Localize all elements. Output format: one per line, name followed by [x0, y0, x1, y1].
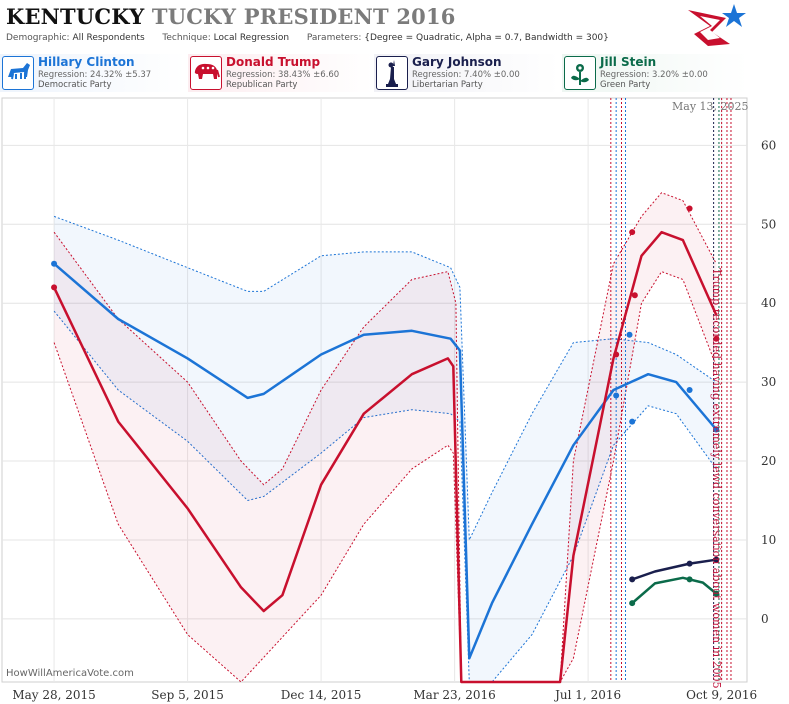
- candidate-regression: Regression: 24.32% ±5.37: [38, 70, 152, 80]
- data-point: [686, 576, 693, 583]
- data-point: [629, 576, 636, 583]
- candidate-party: Republican Party: [226, 80, 298, 90]
- data-point: [629, 418, 636, 425]
- candidate-name: Jill Stein: [600, 55, 657, 69]
- series-line: [631, 576, 718, 605]
- event-lines: [610, 98, 732, 682]
- candidate-party: Democratic Party: [38, 80, 112, 90]
- demographic-value: All Respondents: [72, 33, 145, 43]
- x-tick-label: Dec 14, 2015: [281, 688, 362, 702]
- y-tick-label: 10: [761, 533, 776, 547]
- date-label: May 13, 2025: [672, 100, 749, 113]
- candidate-name: Donald Trump: [226, 55, 321, 69]
- data-point: [626, 331, 633, 338]
- data-point: [686, 560, 693, 567]
- lower-bound-line: [53, 270, 717, 683]
- plot-frame: [1, 97, 748, 683]
- y-tick-label: 20: [761, 454, 776, 468]
- confidence-bands: [53, 192, 717, 683]
- upper-bound-line: [53, 192, 717, 683]
- donkey-icon: [2, 56, 34, 90]
- candidate-name: Gary Johnson: [412, 55, 502, 69]
- event-annotation: Trump recorded having extremely lewd con…: [710, 268, 723, 689]
- parameters-value: {Degree = Quadratic, Alpha = 0.7, Bandwi…: [364, 33, 609, 43]
- site-logo-icon: [688, 4, 746, 46]
- site-credit: HowWillAmericaVote.com: [6, 668, 134, 679]
- series-line: [52, 230, 718, 684]
- chart-title: KENTUCKY TUCKY PRESIDENT 2016: [6, 4, 456, 29]
- title-rest: TUCKY PRESIDENT 2016: [151, 4, 456, 29]
- chart-parameters: Demographic: All Respondents Technique: …: [6, 33, 609, 43]
- technique-value: Local Regression: [213, 33, 290, 43]
- candidate-regression: Regression: 7.40% ±0.00: [412, 70, 520, 80]
- y-tick-label: 30: [761, 375, 776, 389]
- poll-chart: 0 10 20 30 40 50 60 May 28, 2015 Sep 5, 2015 Dec…: [1, 97, 776, 702]
- y-tick-label: 40: [761, 296, 776, 310]
- y-tick-label: 50: [761, 217, 776, 231]
- technique-key: Technique:: [162, 33, 211, 43]
- data-point: [713, 426, 720, 433]
- candidate-regression: Regression: 38.43% ±6.60: [226, 70, 340, 80]
- data-point: [613, 392, 620, 399]
- confidence-band: [54, 192, 717, 682]
- candidate-regression: Regression: 3.20% ±0.00: [600, 70, 708, 80]
- y-axis: 0 10 20 30 40 50 60: [761, 138, 776, 626]
- x-tick-label: Sep 5, 2015: [151, 688, 224, 702]
- candidate-party: Libertarian Party: [412, 80, 483, 90]
- parameters-key: Parameters:: [306, 33, 362, 43]
- lower-bound-line: [53, 310, 717, 683]
- x-tick-label: May 28, 2015: [12, 688, 95, 702]
- legend-item-stein[interactable]: Jill Stein Regression: 3.20% ±0.00 Green…: [562, 54, 748, 92]
- x-tick-label: Mar 23, 2016: [413, 688, 495, 702]
- legend-item-johnson[interactable]: Gary Johnson Regression: 7.40% ±0.00 Lib…: [374, 54, 560, 92]
- upper-bound-line: [53, 215, 717, 541]
- data-point: [629, 229, 636, 236]
- x-tick-label: Jul 1, 2016: [553, 688, 621, 702]
- candidate-legend: Hillary Clinton Regression: 24.32% ±5.37…: [0, 54, 789, 94]
- legend-item-clinton[interactable]: Hillary Clinton Regression: 24.32% ±5.37…: [0, 54, 186, 92]
- data-point: [613, 351, 620, 358]
- y-tick-label: 0: [761, 612, 769, 626]
- data-point: [629, 600, 636, 607]
- data-point: [51, 260, 58, 267]
- series-line: [631, 558, 717, 581]
- data-point: [631, 292, 638, 299]
- y-tick-label: 60: [761, 138, 776, 152]
- title-state: KENTUCKY: [6, 4, 145, 29]
- flower-icon: [564, 56, 596, 90]
- data-point: [686, 205, 693, 212]
- candidate-party: Green Party: [600, 80, 651, 90]
- data-point: [713, 335, 720, 342]
- x-axis: May 28, 2015 Sep 5, 2015 Dec 14, 2015 Mar 2…: [12, 688, 757, 702]
- confidence-band: [54, 216, 717, 682]
- series-points: [51, 205, 720, 607]
- data-point: [713, 556, 720, 563]
- data-point: [51, 284, 58, 291]
- elephant-icon: [190, 56, 222, 90]
- liberty-icon: [376, 56, 408, 90]
- data-point: [686, 387, 693, 393]
- series-lines: [52, 230, 718, 684]
- data-point: [713, 590, 720, 597]
- demographic-key: Demographic:: [6, 33, 70, 43]
- candidate-name: Hillary Clinton: [38, 55, 135, 69]
- series-line: [53, 262, 718, 660]
- x-tick-label: Oct 9, 2016: [686, 688, 757, 702]
- legend-item-trump[interactable]: Donald Trump Regression: 38.43% ±6.60 Re…: [188, 54, 374, 92]
